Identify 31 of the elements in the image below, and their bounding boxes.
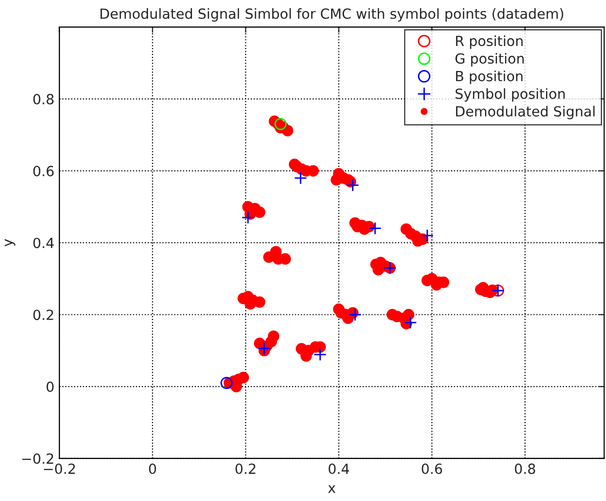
x-tick-label: −0.2 bbox=[44, 464, 75, 474]
legend-label: G position bbox=[455, 52, 524, 66]
y-tick-label: −0.2 bbox=[22, 453, 54, 464]
point bbox=[314, 348, 327, 362]
y-tick-label: 0.4 bbox=[33, 238, 54, 248]
x-tick-label: 0.4 bbox=[328, 464, 350, 474]
point bbox=[274, 118, 287, 130]
point bbox=[368, 222, 382, 235]
chart-title: Demodulated Signal Simbol for CMC with symbol points (datadem) bbox=[100, 8, 564, 22]
point bbox=[220, 376, 233, 389]
point bbox=[420, 229, 434, 242]
legend-label: B position bbox=[456, 70, 522, 84]
y-axis-title: y bbox=[4, 239, 16, 246]
point bbox=[346, 178, 360, 192]
point bbox=[348, 308, 362, 322]
y-tick-label: 0.6 bbox=[33, 166, 54, 176]
legend-label: Symbol position bbox=[456, 88, 565, 102]
point bbox=[241, 211, 254, 224]
y-tick-label: 0.8 bbox=[33, 94, 54, 104]
x-tick-label: 0.2 bbox=[236, 464, 256, 474]
x-tick-label: 0.6 bbox=[422, 464, 442, 474]
point bbox=[258, 342, 271, 355]
point bbox=[404, 316, 417, 330]
point bbox=[294, 172, 308, 185]
legend-label: Demodulated Signal bbox=[456, 106, 595, 120]
x-tick-label: 0 bbox=[149, 464, 156, 474]
y-tick-label: 0.2 bbox=[33, 310, 54, 320]
y-tick-label: 0 bbox=[46, 381, 54, 392]
x-tick-label: 0.8 bbox=[514, 464, 536, 474]
legend-label: R position bbox=[456, 35, 523, 49]
x-axis-title: x bbox=[328, 485, 336, 493]
